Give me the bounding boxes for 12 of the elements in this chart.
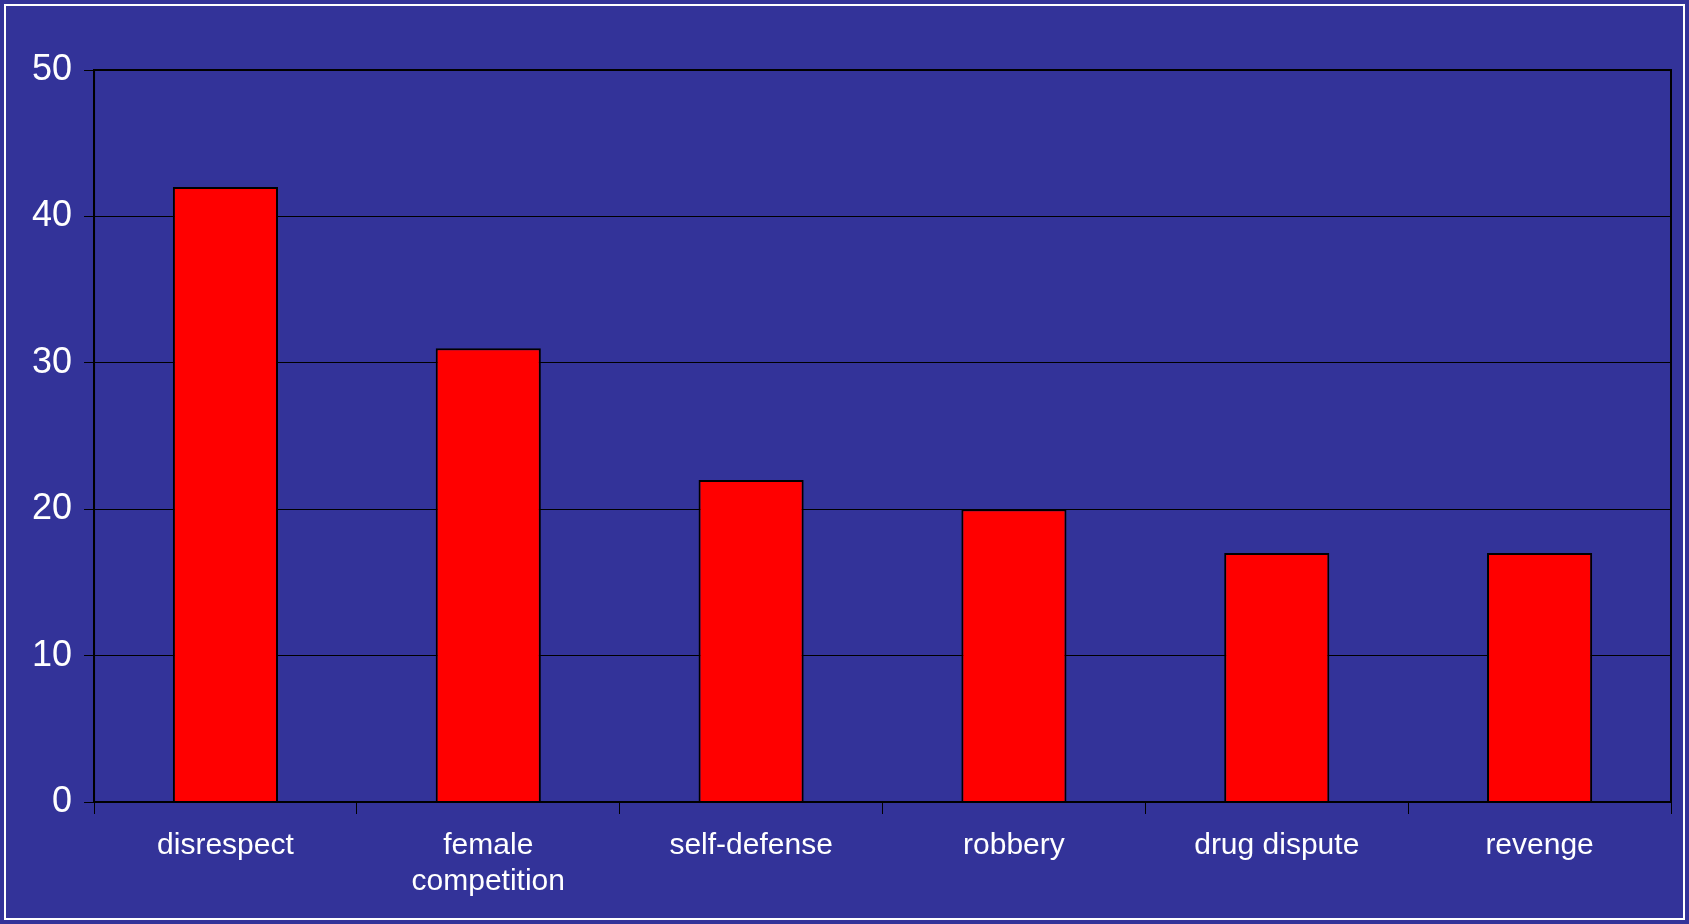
y-tick-label: 10 bbox=[32, 632, 73, 674]
y-tick-label: 50 bbox=[32, 46, 73, 88]
x-tick-label: self-defense bbox=[669, 827, 833, 861]
x-tick-label: drug dispute bbox=[1194, 827, 1360, 861]
x-tick-label: disrespect bbox=[157, 827, 295, 861]
x-tick-label: female competition bbox=[411, 827, 565, 897]
y-tick-label: 40 bbox=[32, 193, 73, 235]
y-tick-label: 0 bbox=[52, 778, 73, 820]
x-tick-label: robbery bbox=[963, 827, 1065, 861]
x-tick-label: revenge bbox=[1485, 827, 1594, 861]
y-tick-label: 20 bbox=[32, 486, 73, 528]
y-tick-label: 30 bbox=[32, 339, 73, 381]
